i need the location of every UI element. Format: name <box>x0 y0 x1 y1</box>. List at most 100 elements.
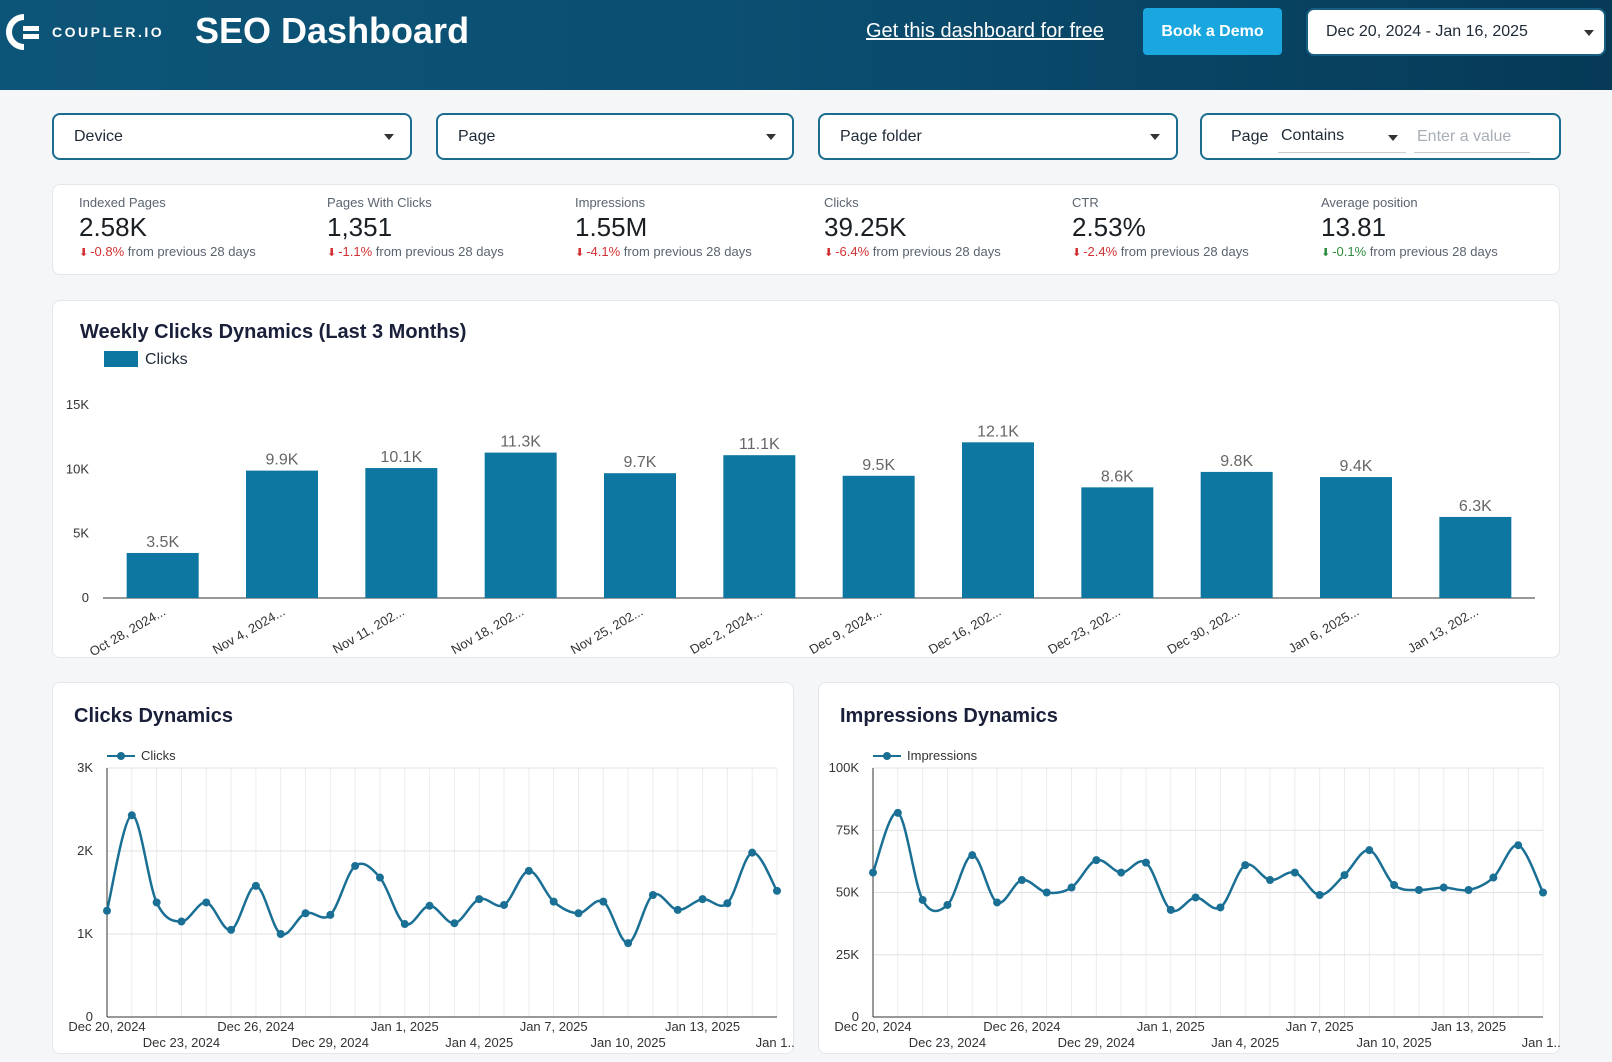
device-filter-label: Device <box>74 127 123 145</box>
data-point <box>773 886 781 895</box>
data-point <box>968 851 977 860</box>
data-label: 10.1K <box>380 449 422 466</box>
x-tick-label: Oct 28, 2024... <box>87 604 168 659</box>
data-point <box>673 905 682 914</box>
data-point <box>1191 893 1200 902</box>
kpi-label: Impressions <box>575 195 646 210</box>
date-range-picker[interactable]: Dec 20, 2024 - Jan 16, 2025 <box>1306 8 1606 56</box>
page-folder-filter[interactable]: Page folder <box>818 113 1178 160</box>
data-point <box>1166 905 1175 914</box>
kpi-delta-percent: -6.4% <box>835 244 870 259</box>
page-filter[interactable]: Page <box>436 113 794 160</box>
y-tick-label: 0 <box>82 590 89 605</box>
x-tick-label: Dec 23, 2024 <box>909 1035 986 1050</box>
data-point <box>574 909 583 918</box>
x-tick-label: Dec 29, 2024 <box>292 1035 369 1050</box>
data-label: 6.3K <box>1459 498 1492 515</box>
kpi-scorecard: Average position 13.81 ⬇ -0.1% from previou… <box>1321 195 1498 259</box>
x-tick-label: Jan 4, 2025 <box>445 1035 513 1050</box>
data-point <box>1141 858 1150 867</box>
coupler-logo-icon <box>6 14 39 50</box>
x-tick-label: Dec 16, 202... <box>926 604 1004 657</box>
kpi-delta-suffix: from previous 28 days <box>124 244 256 259</box>
kpi-delta: ⬇ -6.4% from previous 28 days <box>824 244 1001 259</box>
y-tick-label: 10K <box>66 461 89 476</box>
x-tick-label: Dec 30, 202... <box>1165 604 1243 657</box>
chart-title: Clicks Dynamics <box>74 705 233 727</box>
kpi-scorecard: Impressions 1.55M ⬇ -4.1% from previous 28 … <box>575 195 752 259</box>
data-label: 9.8K <box>1220 453 1253 470</box>
page-text-filter-label: Page <box>1231 128 1269 145</box>
arrow-down-icon: ⬇ <box>79 247 89 259</box>
kpi-delta: ⬇ -0.1% from previous 28 days <box>1321 244 1498 259</box>
bar <box>246 470 318 598</box>
data-point <box>301 909 310 918</box>
kpi-delta-percent: -0.8% <box>90 244 125 259</box>
kpi-delta-percent: -1.1% <box>338 244 373 259</box>
bar <box>1439 516 1512 598</box>
kpi-value: 13.81 <box>1321 212 1387 242</box>
bar <box>1320 477 1392 598</box>
data-point <box>475 895 484 904</box>
x-tick-label: Jan 7, 2025 <box>1286 1019 1354 1034</box>
x-tick-label: Jan 6, 2025... <box>1286 604 1362 656</box>
data-point <box>1489 873 1498 882</box>
page-filter-label: Page <box>458 127 496 145</box>
data-point <box>103 906 111 915</box>
page-text-filter: Page Contains <box>1200 113 1561 160</box>
data-point <box>1017 876 1026 885</box>
data-point <box>918 895 927 904</box>
data-point <box>1514 841 1523 850</box>
data-point <box>1464 886 1473 895</box>
kpi-scorecard: Clicks 39.25K ⬇ -6.4% from previous 28 days <box>824 195 1001 259</box>
legend-swatch <box>104 351 138 367</box>
data-point <box>943 900 952 909</box>
kpi-scorecards: Indexed Pages 2.58K ⬇ -0.8% from previous 2… <box>52 184 1560 275</box>
page-text-input[interactable] <box>1414 121 1530 153</box>
data-point <box>748 848 757 857</box>
x-tick-label: Dec 29, 2024 <box>1058 1035 1135 1050</box>
kpi-delta: ⬇ -1.1% from previous 28 days <box>327 244 504 259</box>
x-tick-label: Jan 10, 2025 <box>591 1035 666 1050</box>
logo[interactable]: COUPLER.IO <box>6 14 164 50</box>
data-point <box>624 939 633 948</box>
kpi-scorecard: CTR 2.53% ⬇ -2.4% from previous 28 days <box>1072 195 1249 259</box>
operator-select[interactable]: Contains <box>1278 121 1406 153</box>
y-tick-label: 75K <box>836 822 859 837</box>
legend-label: Impressions <box>907 748 978 763</box>
x-tick-label: Dec 20, 2024 <box>834 1019 911 1034</box>
y-tick-label: 1K <box>77 926 93 941</box>
bar <box>604 473 676 598</box>
data-point <box>1241 861 1250 870</box>
bar <box>484 452 557 598</box>
data-point <box>1117 868 1126 877</box>
chart-title: Weekly Clicks Dynamics (Last 3 Months) <box>80 321 467 343</box>
legend-marker <box>883 752 891 760</box>
kpi-delta-suffix: from previous 28 days <box>1366 244 1498 259</box>
chevron-down-icon <box>1150 134 1160 140</box>
data-point <box>1067 883 1076 892</box>
kpi-delta-percent: -2.4% <box>1083 244 1118 259</box>
data-point <box>549 897 558 906</box>
kpi-label: Average position <box>1321 195 1418 210</box>
data-point <box>1315 890 1324 899</box>
data-point <box>723 899 732 908</box>
kpi-label: CTR <box>1072 195 1099 210</box>
operator-value: Contains <box>1281 127 1345 144</box>
bar <box>723 455 796 598</box>
impressions-dynamics-card: Impressions Dynamics Impressions 0 25K 50K 7… <box>818 682 1561 1054</box>
chevron-down-icon <box>1584 30 1594 36</box>
legend-marker <box>117 752 125 760</box>
data-point <box>524 866 533 875</box>
data-point <box>1414 886 1423 895</box>
data-label: 9.5K <box>862 457 895 474</box>
y-tick-label: 5K <box>73 526 89 541</box>
x-tick-label: Dec 9, 2024... <box>807 604 885 657</box>
chart-title: Impressions Dynamics <box>840 705 1058 727</box>
book-demo-button[interactable]: Book a Demo <box>1143 8 1282 55</box>
x-tick-label: Jan 10, 2025 <box>1357 1035 1432 1050</box>
get-dashboard-link[interactable]: Get this dashboard for free <box>866 20 1104 42</box>
page-title: SEO Dashboard <box>195 10 470 51</box>
device-filter[interactable]: Device <box>52 113 412 160</box>
chevron-down-icon <box>1388 135 1398 141</box>
